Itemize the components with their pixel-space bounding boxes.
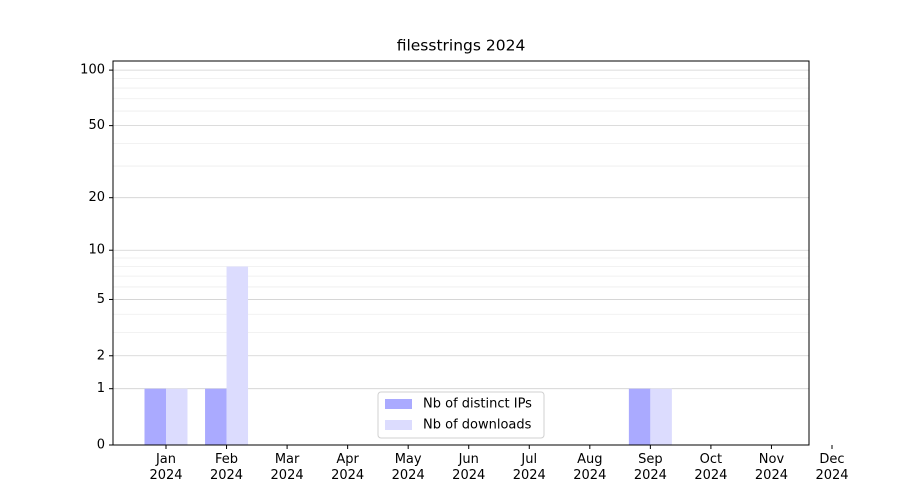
y-tick-label: 50 <box>88 118 105 133</box>
x-tick-label: Feb 2024 <box>209 452 244 483</box>
legend-label: Nb of downloads <box>423 418 532 433</box>
y-tick-label: 10 <box>88 243 105 258</box>
x-tick-label: Sep 2024 <box>633 452 667 483</box>
y-tick-label: 20 <box>88 190 105 205</box>
y-tick-label: 2 <box>97 348 105 363</box>
y-tick-label: 100 <box>80 63 105 78</box>
bar <box>166 388 188 445</box>
x-tick-label: Oct 2024 <box>694 452 728 483</box>
y-tick-label: 5 <box>97 292 105 307</box>
x-tick-label: Aug 2024 <box>573 452 607 483</box>
legend-box <box>377 391 545 439</box>
y-tick-label: 0 <box>97 438 105 453</box>
legend: Nb of distinct IPs Nb of downloads <box>377 391 545 439</box>
x-tick-label: Dec 2024 <box>815 452 849 483</box>
y-tick-label: 1 <box>97 381 105 396</box>
plot-frame <box>112 60 810 446</box>
x-tick-label: Jan 2024 <box>149 452 183 483</box>
x-tick-label: Mar 2024 <box>270 452 304 483</box>
bar <box>650 388 672 445</box>
chart-title: filesstrings 2024 <box>397 37 526 55</box>
x-tick-label: May 2024 <box>391 452 425 483</box>
bar <box>205 388 227 445</box>
bar <box>144 388 166 445</box>
legend-swatch <box>385 420 412 430</box>
x-tick-label: Nov 2024 <box>754 452 788 483</box>
x-tick-label: Jul 2024 <box>512 452 546 483</box>
bar <box>226 266 249 445</box>
legend-swatch <box>385 399 412 409</box>
x-tick-label: Apr 2024 <box>331 452 365 483</box>
x-tick-label: Jun 2024 <box>452 452 486 483</box>
legend-label: Nb of distinct IPs <box>423 397 532 412</box>
bar <box>628 388 651 445</box>
